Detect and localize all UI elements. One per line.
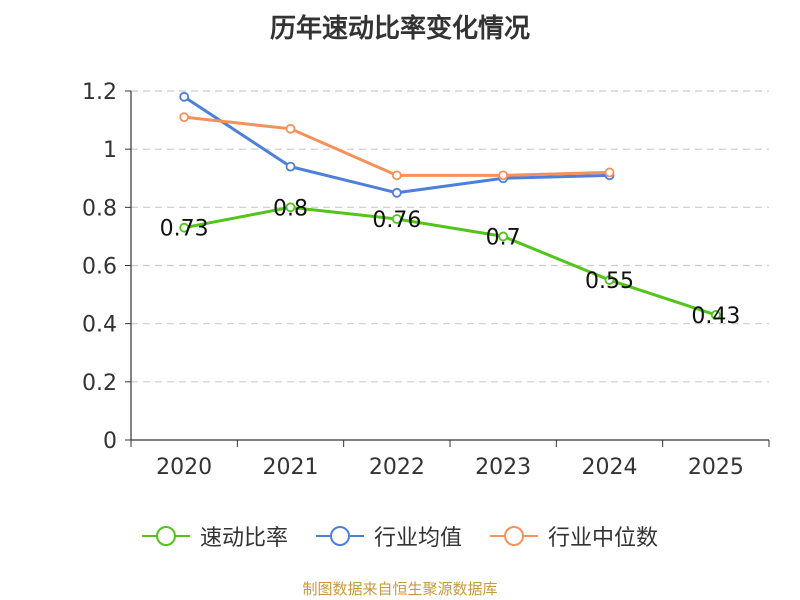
x-tick-label: 2021 xyxy=(263,455,319,480)
legend-item-industry-mean[interactable]: 行业均值 xyxy=(315,520,462,552)
data-label: 0.55 xyxy=(585,269,634,294)
data-label: 0.76 xyxy=(372,208,421,233)
y-tick-label: 1.2 xyxy=(82,80,117,105)
data-point-0 xyxy=(285,202,296,213)
x-tick-label: 2020 xyxy=(156,455,212,480)
data-point-2 xyxy=(179,112,190,123)
source-footer: 制图数据来自恒生聚源数据库 xyxy=(302,580,498,598)
y-tick-label: 1 xyxy=(103,138,117,163)
data-point-0 xyxy=(179,222,190,233)
legend-marker-quick-ratio xyxy=(141,526,190,546)
series-line-2 xyxy=(184,115,610,177)
legend-marker-industry-median xyxy=(490,526,538,546)
legend-item-industry-median[interactable]: 行业中位数 xyxy=(490,520,658,552)
data-point-1 xyxy=(391,187,402,198)
y-tick-label: 0.6 xyxy=(82,255,117,280)
legend-marker-industry-mean xyxy=(315,526,364,546)
legend-item-quick-ratio[interactable]: 速动比率 xyxy=(141,520,288,552)
x-tick-label: 2025 xyxy=(688,455,744,480)
x-tick-label: 2023 xyxy=(475,455,531,480)
data-point-2 xyxy=(285,123,296,134)
data-point-2 xyxy=(604,167,615,178)
data-label: 0.73 xyxy=(160,217,209,242)
data-point-0 xyxy=(604,275,615,285)
x-tick-label: 2024 xyxy=(582,455,638,480)
data-point-1 xyxy=(179,91,190,102)
y-tick-label: 0.8 xyxy=(82,196,117,221)
legend-label-industry-mean: 行业均值 xyxy=(373,526,462,551)
data-point-0 xyxy=(498,231,509,242)
chart-legend: 速动比率 行业均值 行业中位数 xyxy=(0,520,800,552)
series-line-0 xyxy=(183,205,717,317)
data-label: 0.43 xyxy=(691,304,740,329)
data-point-0 xyxy=(710,310,721,320)
data-point-2 xyxy=(391,170,402,181)
y-tick-label: 0.4 xyxy=(82,313,117,338)
legend-label-industry-median: 行业中位数 xyxy=(548,526,659,551)
data-point-1 xyxy=(285,161,296,172)
legend-label-quick-ratio: 速动比率 xyxy=(199,526,288,551)
data-point-0 xyxy=(391,214,402,224)
data-label: 0.7 xyxy=(486,225,521,250)
x-tick-label: 2022 xyxy=(369,455,425,480)
chart-title: 历年速动比率变化情况 xyxy=(269,14,530,44)
y-tick-label: 0.2 xyxy=(82,371,117,396)
data-point-2 xyxy=(498,170,509,181)
y-tick-label: 0 xyxy=(103,429,117,454)
data-label: 0.8 xyxy=(273,196,308,221)
